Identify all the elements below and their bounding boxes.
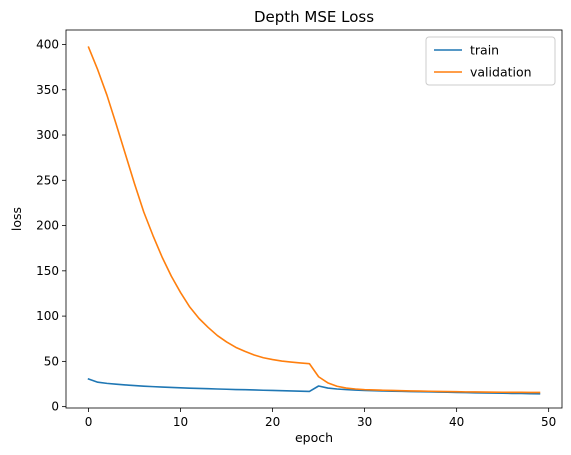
series-line-validation	[87, 46, 541, 394]
series-layer	[87, 46, 541, 395]
y-tick-label: 150	[36, 264, 59, 278]
y-tick-label: 0	[51, 400, 59, 414]
x-tick-label: 20	[265, 415, 280, 429]
chart-title: Depth MSE Loss	[254, 8, 374, 26]
x-tick-label: 50	[541, 415, 556, 429]
x-axis-label: epoch	[295, 430, 333, 445]
plot-area	[65, 29, 563, 409]
plot-frame	[65, 29, 563, 409]
y-tick-label: 300	[36, 128, 59, 142]
legend-label-validation: validation	[470, 65, 532, 80]
y-tick-label: 350	[36, 83, 59, 97]
y-axis: 0 50 100 150 200 250 300 350 400	[36, 37, 66, 414]
x-axis: 0 10 20 30 40 50	[85, 408, 556, 429]
y-tick-label: 400	[36, 37, 59, 51]
y-tick-label: 200	[36, 219, 59, 233]
y-tick-label: 250	[36, 173, 59, 187]
x-tick-label: 10	[173, 415, 188, 429]
y-axis-label: loss	[9, 207, 24, 231]
y-tick-label: 50	[44, 354, 59, 368]
y-tick-label: 100	[36, 309, 59, 323]
legend-label-train: train	[470, 43, 499, 58]
x-tick-label: 30	[357, 415, 372, 429]
x-tick-label: 0	[85, 415, 93, 429]
x-tick-label: 40	[449, 415, 464, 429]
legend-box	[425, 36, 556, 86]
legend: train validation	[425, 36, 556, 86]
